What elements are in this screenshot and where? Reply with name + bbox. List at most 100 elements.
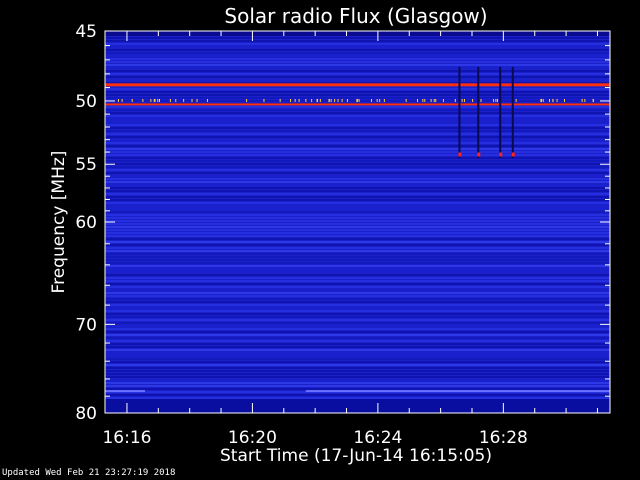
x-axis-label: Start Time (17-Jun-14 16:15:05)	[220, 446, 492, 466]
spectrogram-row	[105, 211, 610, 213]
spectrogram-row	[105, 121, 610, 123]
spectrogram-row	[105, 37, 610, 39]
spectrogram-row	[105, 151, 610, 153]
spectrogram-row	[105, 301, 610, 303]
burst-column	[477, 66, 480, 159]
spectrogram-row	[105, 214, 610, 216]
hot-pixel	[169, 98, 171, 102]
spectrogram-row	[105, 175, 610, 177]
spectrogram-row	[105, 307, 610, 309]
spectrogram-row	[105, 82, 610, 84]
spectrogram-row	[105, 379, 610, 381]
spectrogram-row	[105, 148, 610, 150]
spectrogram-row	[105, 298, 610, 300]
spectrogram-row	[105, 304, 610, 306]
spectrogram-row	[105, 127, 610, 129]
hot-pixel	[556, 98, 558, 102]
spectrogram-row	[105, 286, 610, 288]
spectrogram-row	[105, 340, 610, 342]
spectrogram-row	[105, 322, 610, 324]
spectrogram-row	[105, 343, 610, 345]
hot-pixel	[153, 98, 155, 102]
spectrogram-row	[105, 133, 610, 135]
y-tick-label: 60	[75, 213, 97, 233]
spectrogram-row	[105, 235, 610, 237]
spectrogram-row	[105, 79, 610, 81]
hot-pixel	[552, 98, 554, 102]
hot-pixel	[581, 98, 583, 102]
hot-pixel	[206, 98, 208, 102]
spectrogram-row	[105, 178, 610, 180]
spectrogram-row	[105, 112, 610, 114]
bright-band	[105, 103, 610, 106]
spectrogram-row	[105, 139, 610, 141]
hot-pixel	[305, 98, 307, 102]
spectrogram-row	[105, 259, 610, 261]
spectrogram-row	[105, 160, 610, 162]
spectrogram-row	[105, 172, 610, 174]
spectrogram-row	[105, 94, 610, 96]
spectrogram-row	[105, 262, 610, 264]
y-axis: 45 50 55 60 70 80	[75, 22, 610, 424]
hot-pixel	[515, 98, 517, 102]
y-axis-label: Frequency [MHz]	[49, 151, 69, 294]
spectrogram-row	[105, 331, 610, 333]
y-tick-label: 55	[75, 155, 97, 175]
hot-pixel	[328, 98, 330, 102]
hot-pixel	[263, 98, 265, 102]
spectrogram-row	[105, 31, 610, 36]
spectrogram-row	[105, 328, 610, 330]
spectrogram-row	[105, 226, 610, 228]
spectrogram-row	[105, 208, 610, 210]
spectrogram-row	[105, 232, 610, 234]
spectrogram-row	[105, 55, 610, 57]
y-tick-label: 80	[75, 404, 97, 424]
spectrogram-row	[105, 382, 610, 384]
spectrogram-row	[105, 73, 610, 75]
spectrogram-row	[105, 244, 610, 246]
spectrogram-row	[105, 67, 610, 69]
chart-title: Solar radio Flux (Glasgow)	[224, 4, 487, 28]
hot-pixel	[592, 98, 594, 102]
spectrogram-row	[105, 217, 610, 219]
hot-pixel	[121, 98, 123, 102]
y-tick-label: 45	[75, 22, 97, 42]
hot-pixel	[435, 98, 437, 102]
hot-pixel	[346, 98, 348, 102]
hot-pixel	[472, 98, 474, 102]
hot-pixel	[371, 98, 373, 102]
spectrogram-row	[105, 130, 610, 132]
spectrogram-row	[105, 43, 610, 45]
spectrogram-row	[105, 370, 610, 372]
spectrogram-row	[105, 190, 610, 192]
x-axis: 16:16 16:20 16:24 16:28	[102, 31, 598, 448]
hot-pixel	[379, 98, 381, 102]
burst-column	[458, 66, 461, 159]
hot-pixel	[542, 98, 544, 102]
hot-pixel	[294, 98, 296, 102]
hot-pixel	[417, 98, 419, 102]
spectrogram-row	[105, 358, 610, 360]
spectrogram-row	[105, 289, 610, 291]
spectrogram-row	[105, 118, 610, 120]
spectrogram-row	[105, 349, 610, 351]
x-tick-label: 16:24	[353, 428, 402, 448]
hot-pixel	[433, 98, 435, 102]
spectrogram-row	[105, 325, 610, 327]
hot-pixel	[142, 98, 144, 102]
hot-pixel	[150, 98, 152, 102]
hot-pixel	[461, 98, 463, 102]
spectrogram-row	[105, 40, 610, 42]
x-tick-label: 16:28	[479, 428, 528, 448]
hot-pixel	[175, 98, 177, 102]
hot-pixel	[422, 98, 424, 102]
spectrogram-row	[105, 247, 610, 249]
spectrogram-row	[105, 361, 610, 363]
spectrogram-row	[105, 181, 610, 183]
spectrogram-row	[105, 367, 610, 369]
burst-point	[499, 152, 503, 157]
burst-point	[458, 152, 462, 157]
spectrogram-row	[105, 319, 610, 321]
spectrogram-row	[105, 373, 610, 375]
hot-pixel	[183, 98, 185, 102]
